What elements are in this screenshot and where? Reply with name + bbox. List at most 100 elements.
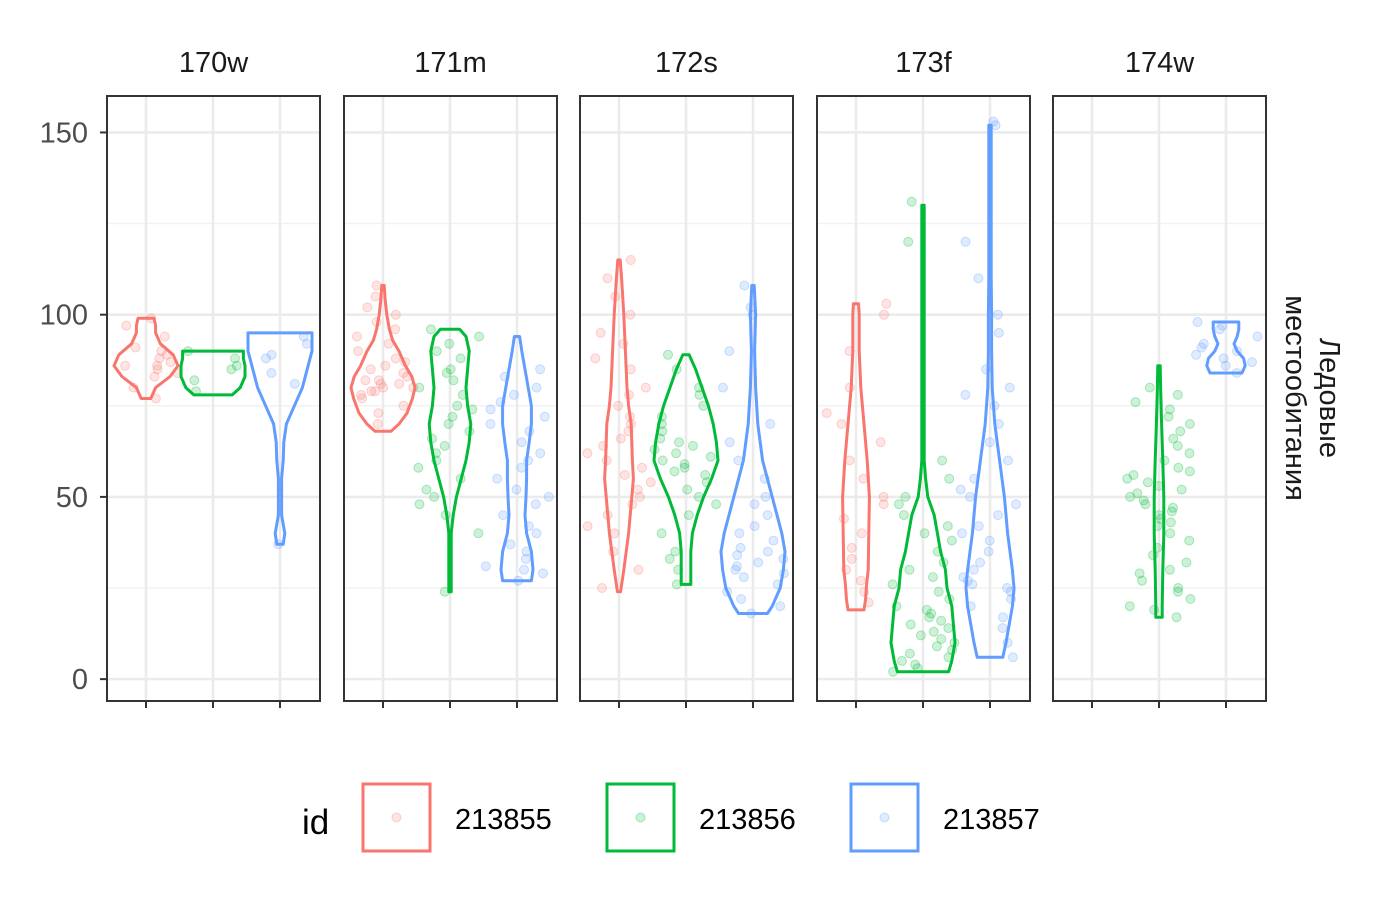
- data-point: [1196, 342, 1207, 353]
- data-point: [121, 320, 132, 331]
- data-point: [590, 353, 601, 364]
- data-point: [149, 371, 160, 382]
- data-point: [663, 349, 673, 360]
- data-point: [1218, 353, 1229, 364]
- data-point: [906, 196, 917, 207]
- data-point: [955, 484, 966, 495]
- data-point: [897, 655, 907, 666]
- data-point: [390, 353, 401, 364]
- data-point: [1173, 583, 1184, 593]
- data-point: [1173, 462, 1184, 473]
- data-point: [942, 521, 953, 532]
- data-point: [370, 291, 381, 302]
- data-point: [964, 491, 975, 502]
- data-point: [538, 568, 548, 579]
- data-point: [414, 499, 425, 510]
- data-point: [516, 462, 527, 473]
- data-point: [931, 641, 942, 652]
- data-point: [936, 615, 947, 626]
- data-point: [858, 473, 869, 484]
- data-point: [738, 572, 749, 583]
- data-point: [1011, 499, 1021, 510]
- data-point: [452, 400, 463, 411]
- data-point: [928, 572, 938, 583]
- data-point: [993, 327, 1004, 338]
- data-point: [535, 364, 546, 375]
- data-point: [879, 309, 889, 320]
- data-point: [130, 342, 141, 353]
- data-point: [531, 528, 542, 539]
- y-tick-label: 50: [56, 482, 88, 514]
- strip-label: 171m: [414, 47, 487, 79]
- data-point: [1198, 338, 1209, 349]
- data-point: [362, 302, 373, 313]
- data-point: [473, 528, 484, 539]
- data-point: [613, 400, 624, 411]
- data-point: [998, 612, 1008, 623]
- data-point: [159, 331, 170, 342]
- data-point: [1132, 488, 1143, 499]
- data-point: [1247, 357, 1257, 368]
- data-point: [154, 353, 165, 364]
- data-point: [1002, 583, 1012, 593]
- data-point: [960, 389, 971, 400]
- data-point: [447, 411, 458, 422]
- data-point: [582, 448, 593, 459]
- data-point: [439, 440, 450, 451]
- legend-label: 213855: [455, 804, 552, 836]
- data-point: [425, 324, 436, 335]
- data-point: [679, 462, 690, 473]
- data-point: [357, 393, 368, 404]
- data-point: [846, 542, 857, 553]
- data-point: [1137, 575, 1147, 586]
- data-point: [855, 575, 866, 586]
- data-point: [474, 331, 485, 342]
- data-point: [394, 378, 405, 389]
- data-point: [1003, 455, 1013, 466]
- data-point: [370, 386, 381, 397]
- data-point: [365, 364, 376, 375]
- data-point: [905, 619, 916, 630]
- data-point: [353, 346, 364, 357]
- data-point: [997, 623, 1008, 634]
- data-point: [266, 368, 277, 378]
- data-point: [856, 528, 867, 539]
- data-point: [351, 331, 362, 342]
- data-point: [968, 564, 979, 575]
- data-point: [1214, 324, 1225, 335]
- data-point: [768, 535, 779, 546]
- data-point: [724, 437, 735, 448]
- y-tick-label: 0: [72, 664, 88, 696]
- data-point: [625, 255, 636, 265]
- data-point: [762, 546, 773, 557]
- data-point: [762, 510, 773, 521]
- violin-213855: [603, 258, 635, 594]
- data-point: [1168, 433, 1179, 444]
- data-point: [625, 309, 636, 320]
- data-point: [380, 360, 391, 371]
- data-point: [609, 528, 620, 539]
- data-point: [1175, 426, 1186, 437]
- data-point: [1164, 564, 1175, 575]
- data-point: [984, 437, 995, 448]
- violin-213856: [179, 349, 247, 397]
- data-point: [398, 368, 409, 378]
- data-point: [749, 499, 760, 510]
- data-point: [582, 521, 593, 532]
- data-point: [753, 557, 764, 568]
- data-point: [1004, 382, 1015, 393]
- data-point: [640, 382, 651, 393]
- data-point: [926, 608, 937, 619]
- data-point: [619, 470, 630, 480]
- data-point: [946, 535, 957, 546]
- data-point: [448, 375, 459, 386]
- legend-key-point: [879, 812, 890, 823]
- data-point: [444, 338, 455, 349]
- violin-213855: [349, 284, 417, 433]
- data-point: [936, 634, 947, 644]
- data-point: [645, 477, 656, 488]
- legend-item-213856: 213856: [605, 782, 796, 853]
- data-point: [973, 521, 984, 532]
- data-point: [1144, 382, 1155, 393]
- data-point: [413, 462, 424, 473]
